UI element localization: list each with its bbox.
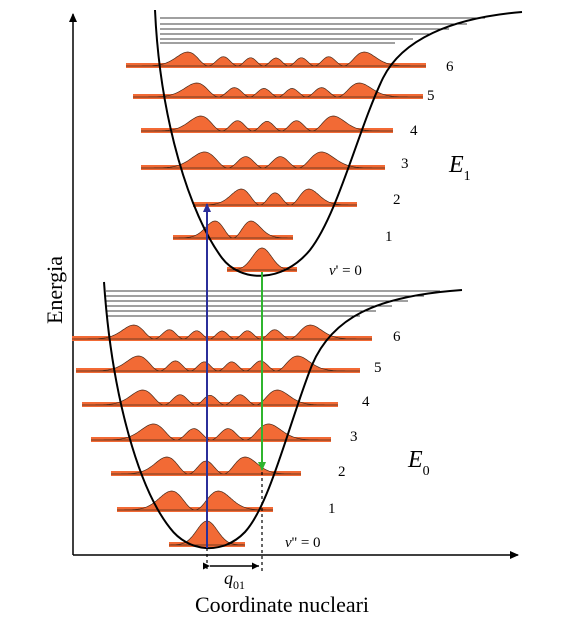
upper-potential-curve xyxy=(154,9,523,277)
upper-wavefunction-4 xyxy=(141,115,393,132)
x-axis-title: Coordinate nucleari xyxy=(195,592,369,617)
upper-wavefunction-1 xyxy=(173,220,293,239)
lower-level-label-2: 2 xyxy=(338,464,346,480)
lower-wavefunction-3 xyxy=(91,423,331,441)
y-axis-title: Energia xyxy=(42,256,67,324)
lower-wavefunction-5-band xyxy=(76,368,360,373)
upper-wavefunction-3-band xyxy=(141,165,385,170)
upper-level-label-3: 3 xyxy=(401,156,409,172)
lower-level-label-6: 6 xyxy=(393,329,401,345)
lower-vib-labels: v'' = 0 1 2 3 4 5 6 xyxy=(285,329,401,551)
upper-wavefunction-1-band xyxy=(173,235,293,240)
upper-state-wavefunctions xyxy=(126,51,426,272)
upper-state-label: E1 xyxy=(448,152,471,184)
upper-level-label-0: v' = 0 xyxy=(329,263,362,279)
lower-state-label: E0 xyxy=(407,447,430,479)
upper-wavefunction-2 xyxy=(193,188,357,206)
upper-wavefunction-5-band xyxy=(133,94,423,99)
lower-level-label-3: 3 xyxy=(350,429,358,445)
upper-level-label-4: 4 xyxy=(410,123,418,139)
dissociation-levels xyxy=(106,17,485,317)
upper-wavefunction-6 xyxy=(126,51,426,67)
upper-level-label-1: 1 xyxy=(385,229,393,245)
lower-wavefunction-6 xyxy=(72,324,372,340)
lower-wavefunction-4 xyxy=(82,389,338,406)
upper-level-label-2: 2 xyxy=(393,192,401,208)
lower-level-label-4: 4 xyxy=(362,394,370,410)
lower-level-label-5: 5 xyxy=(374,360,382,376)
lower-level-label-1: 1 xyxy=(328,501,336,517)
lower-wavefunction-5 xyxy=(76,355,360,372)
upper-wavefunction-0 xyxy=(227,247,297,271)
upper-wavefunction-3 xyxy=(141,151,385,169)
displacement-label: q01 xyxy=(224,568,245,592)
lower-level-label-0: v'' = 0 xyxy=(285,535,321,551)
upper-vib-labels: v' = 0 1 2 3 4 5 6 xyxy=(329,59,454,279)
upper-level-label-5: 5 xyxy=(427,88,435,104)
lower-wavefunction-1-band xyxy=(117,507,273,512)
lower-potential-curve xyxy=(103,281,463,549)
upper-level-label-6: 6 xyxy=(446,59,454,75)
lower-wavefunction-3-band xyxy=(91,437,331,442)
lower-state-wavefunctions xyxy=(72,324,372,547)
